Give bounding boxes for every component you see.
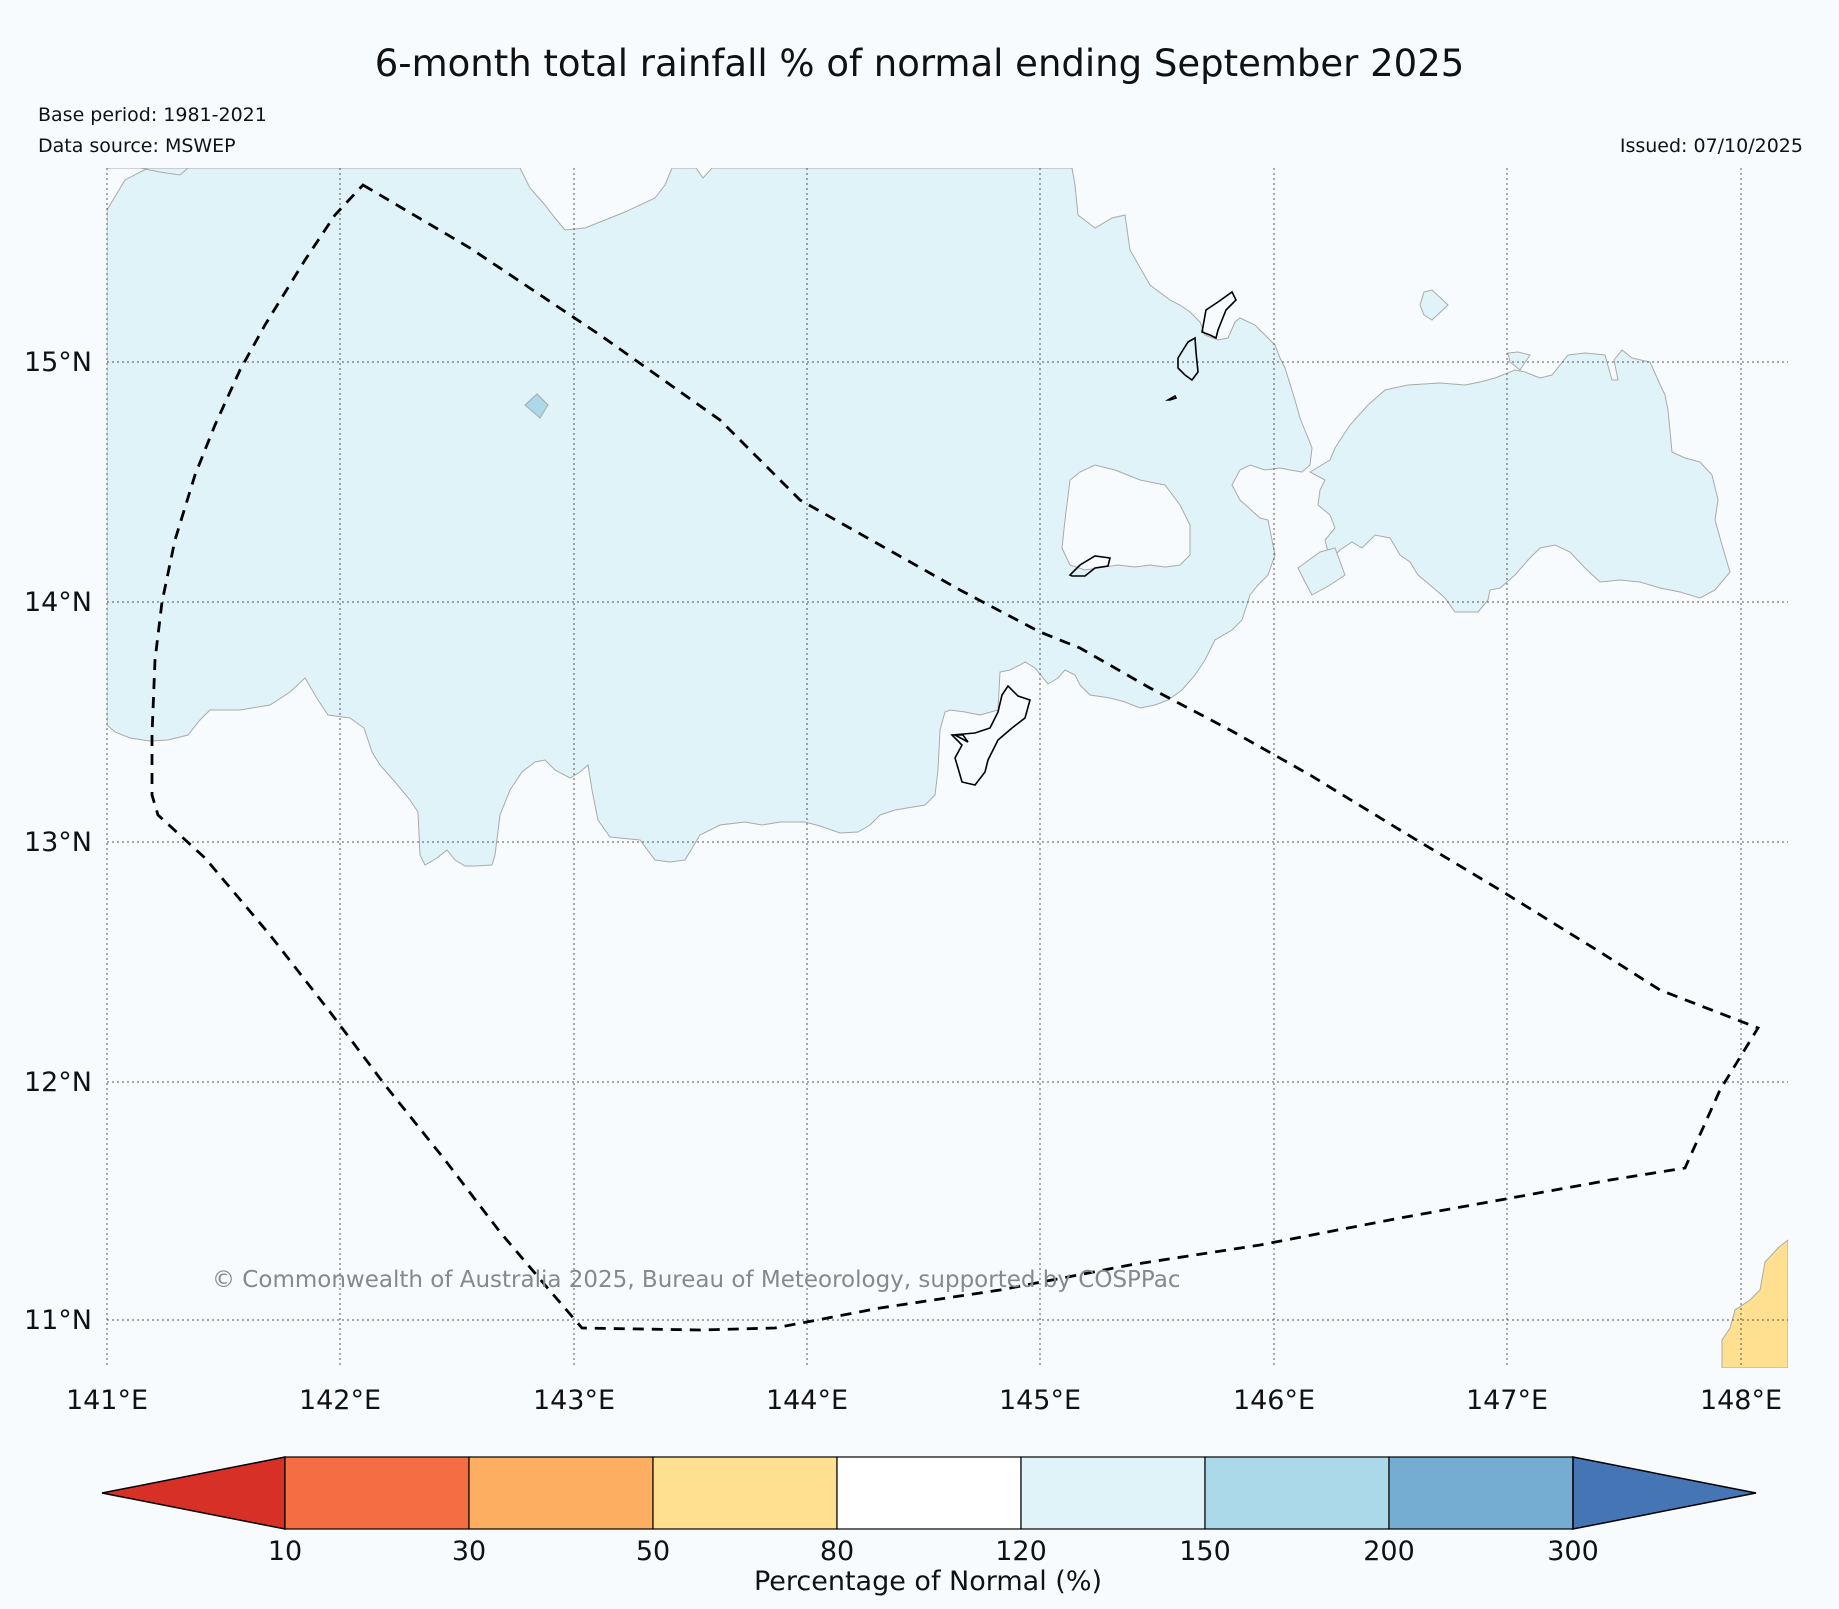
colorbar-bin-50-80 bbox=[652, 1456, 838, 1530]
cb-tick-50: 50 bbox=[636, 1536, 670, 1567]
data-source-note: Data source: MSWEP bbox=[38, 135, 236, 157]
lon-label-146: 146°E bbox=[1233, 1385, 1315, 1416]
lat-label-14: 14°N bbox=[24, 587, 92, 618]
guam-outline bbox=[950, 684, 1031, 786]
colorbar-bin-120-150 bbox=[1020, 1456, 1206, 1530]
longitude-labels: 141°E 142°E 143°E 144°E 145°E 146°E 147°… bbox=[66, 1385, 1782, 1416]
lat-label-11: 11°N bbox=[24, 1305, 92, 1336]
zone-120-150-main bbox=[107, 168, 1313, 867]
lon-label-148: 148°E bbox=[1700, 1385, 1782, 1416]
aguijan-outline bbox=[1164, 394, 1178, 401]
zone-80-120-island bbox=[1061, 464, 1191, 571]
saipan-outline bbox=[1201, 290, 1237, 340]
lat-label-13: 13°N bbox=[24, 827, 92, 858]
lon-label-145: 145°E bbox=[999, 1385, 1081, 1416]
eez-boundary bbox=[150, 183, 1761, 1332]
base-period-note: Base period: 1981-2021 bbox=[38, 104, 267, 126]
lon-label-144: 144°E bbox=[766, 1385, 848, 1416]
lon-label-143: 143°E bbox=[533, 1385, 615, 1416]
colorbar-bin-above-300 bbox=[1572, 1456, 1757, 1530]
rota-outline bbox=[1068, 555, 1111, 577]
lon-label-141: 141°E bbox=[66, 1385, 148, 1416]
issued-date: Issued: 07/10/2025 bbox=[1619, 135, 1803, 157]
lon-label-142: 142°E bbox=[299, 1385, 381, 1416]
colorbar-ticks: 10 30 50 80 120 150 200 300 bbox=[268, 1536, 1599, 1567]
lat-label-15: 15°N bbox=[24, 347, 92, 378]
colorbar-bin-150-200 bbox=[1204, 1456, 1390, 1530]
latitude-labels: 15°N 14°N 13°N 12°N 11°N bbox=[24, 347, 92, 1336]
zone-120-150-north-islet bbox=[1419, 289, 1449, 321]
zone-120-150-east-islet bbox=[1297, 547, 1346, 596]
colorbar bbox=[101, 1456, 1757, 1530]
graticule bbox=[106, 168, 1788, 1368]
rainfall-zones bbox=[107, 168, 1788, 1368]
island-coastlines bbox=[950, 290, 1237, 786]
cb-tick-300: 300 bbox=[1547, 1536, 1599, 1567]
cb-tick-120: 120 bbox=[995, 1536, 1047, 1567]
zone-120-150-small-islet bbox=[1507, 351, 1531, 371]
tinian-outline bbox=[1177, 336, 1199, 382]
cb-tick-10: 10 bbox=[268, 1536, 302, 1567]
cb-tick-30: 30 bbox=[452, 1536, 486, 1567]
copyright-notice: © Commonwealth of Australia 2025, Bureau… bbox=[212, 1267, 1181, 1293]
lon-label-147: 147°E bbox=[1466, 1385, 1548, 1416]
zone-120-150-east bbox=[1308, 349, 1731, 613]
cb-tick-80: 80 bbox=[820, 1536, 854, 1567]
colorbar-bin-200-300 bbox=[1388, 1456, 1574, 1530]
zone-150-200-patch bbox=[524, 393, 549, 419]
cb-tick-200: 200 bbox=[1363, 1536, 1415, 1567]
map-title: 6-month total rainfall % of normal endin… bbox=[374, 42, 1465, 85]
colorbar-bin-10-30 bbox=[284, 1456, 470, 1530]
colorbar-bin-below-10 bbox=[101, 1456, 286, 1530]
cb-tick-150: 150 bbox=[1179, 1536, 1231, 1567]
map-area: © Commonwealth of Australia 2025, Bureau… bbox=[106, 168, 1788, 1368]
zone-50-80-patch bbox=[1721, 1239, 1788, 1368]
lat-label-12: 12°N bbox=[24, 1067, 92, 1098]
colorbar-title: Percentage of Normal (%) bbox=[754, 1566, 1102, 1597]
colorbar-bin-30-50 bbox=[468, 1456, 654, 1530]
colorbar-bin-80-120 bbox=[836, 1456, 1022, 1530]
